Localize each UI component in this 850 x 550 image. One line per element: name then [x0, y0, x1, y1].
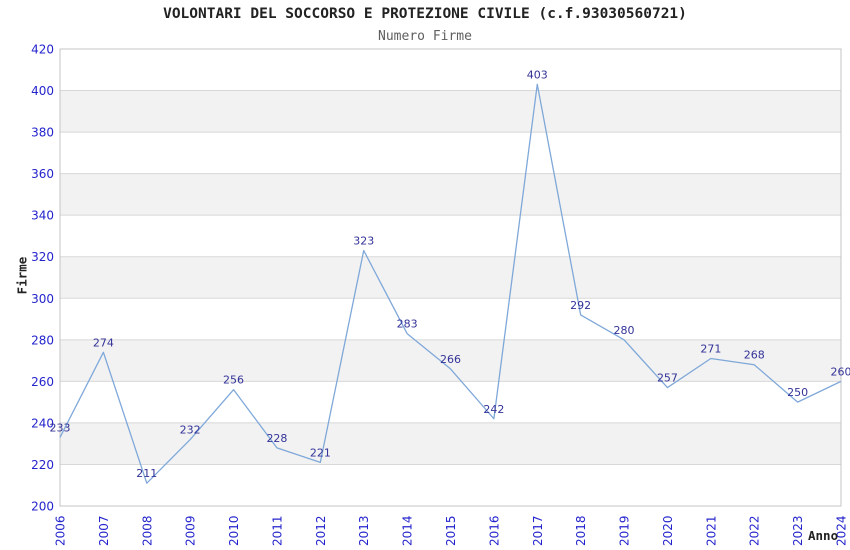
- point-label: 228: [266, 432, 287, 445]
- point-label: 256: [223, 374, 244, 387]
- point-label: 221: [310, 446, 331, 459]
- grid-band: [60, 256, 841, 299]
- x-tick-label: 2024: [835, 515, 849, 546]
- x-tick-label: 2017: [531, 515, 545, 546]
- chart-title: VOLONTARI DEL SOCCORSO E PROTEZIONE CIVI…: [163, 6, 687, 22]
- x-tick-label: 2006: [54, 515, 68, 546]
- chart-subtitle: Numero Firme: [378, 29, 472, 44]
- x-tick-label: 2008: [140, 515, 154, 546]
- x-tick-label: 2015: [444, 515, 458, 546]
- x-tick-label: 2023: [791, 515, 805, 546]
- y-tick-label: 320: [31, 250, 54, 264]
- point-label: 323: [353, 234, 374, 247]
- x-tick-label: 2021: [704, 515, 718, 546]
- point-label: 292: [570, 299, 591, 312]
- point-label: 242: [483, 403, 504, 416]
- y-tick-label: 200: [31, 500, 54, 514]
- grid-band: [60, 422, 841, 465]
- x-tick-label: 2007: [97, 515, 111, 546]
- x-tick-label: 2022: [748, 515, 762, 546]
- x-axis-title: Anno: [808, 528, 839, 543]
- x-tick-label: 2010: [227, 515, 241, 546]
- y-tick-label: 360: [31, 167, 54, 181]
- series-line: [59, 83, 842, 484]
- point-label: 403: [527, 68, 548, 81]
- point-label: 274: [93, 336, 114, 349]
- point-label: 257: [657, 372, 678, 385]
- y-tick-label: 380: [31, 126, 54, 140]
- x-tick-label: 2014: [401, 515, 415, 546]
- x-tick-label: 2013: [357, 515, 371, 546]
- x-tick-label: 2019: [618, 515, 632, 546]
- y-tick-label: 400: [31, 84, 54, 98]
- y-tick-label: 340: [31, 209, 54, 223]
- x-tick-label: 2009: [184, 515, 198, 546]
- grid-band: [60, 173, 841, 216]
- x-tick-label: 2016: [487, 515, 501, 546]
- point-label: 266: [440, 353, 461, 366]
- y-tick-label: 220: [31, 458, 54, 472]
- x-tick-label: 2011: [270, 515, 284, 546]
- point-label: 271: [700, 343, 721, 356]
- y-tick-label: 280: [31, 333, 54, 347]
- point-label: 280: [614, 324, 635, 337]
- plot-border: [59, 48, 842, 507]
- y-tick-label: 300: [31, 292, 54, 306]
- x-tick-label: 2020: [661, 515, 675, 546]
- y-tick-label: 240: [31, 416, 54, 430]
- y-tick-label: 260: [31, 375, 54, 389]
- point-label: 211: [136, 467, 157, 480]
- grid-band: [60, 339, 841, 382]
- y-axis-title: Firme: [14, 256, 30, 295]
- point-label: 232: [180, 424, 201, 437]
- point-label: 233: [50, 421, 71, 434]
- x-tick-label: 2018: [574, 515, 588, 546]
- point-label: 260: [831, 365, 850, 378]
- point-label: 250: [787, 386, 808, 399]
- x-tick-label: 2012: [314, 515, 328, 546]
- grid-band: [60, 90, 841, 133]
- point-label: 283: [397, 318, 418, 331]
- point-label: 268: [744, 349, 765, 362]
- y-tick-label: 420: [31, 43, 54, 57]
